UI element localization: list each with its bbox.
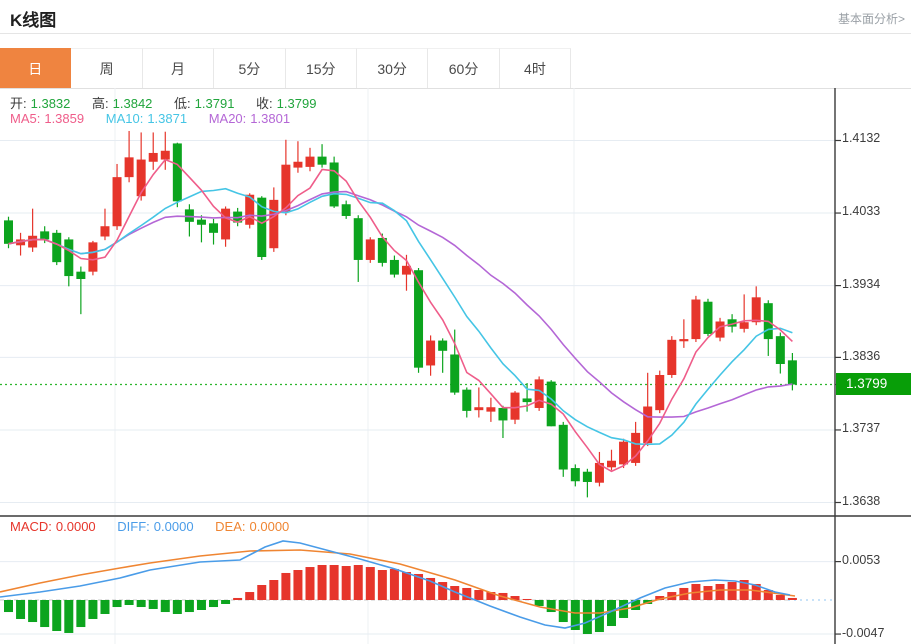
fundamental-analysis-link[interactable]: 基本面分析> <box>837 12 905 26</box>
yaxis-label-4: 1.3836 <box>842 349 881 363</box>
high-value: 1.3842 <box>112 96 153 111</box>
dea-label: DEA: <box>215 519 246 534</box>
ohlc-readout: 开: 1.3832 高: 1.3842 低: 1.3791 收: 1.3799 <box>10 93 320 112</box>
low-label: 低: <box>174 96 191 111</box>
diff-value: 0.0000 <box>153 519 194 534</box>
yaxis-label-1: 1.4132 <box>842 131 881 145</box>
macd-readout: MACD: 0.0000 DIFF: 0.0000 DEA: 0.0000 <box>10 519 293 534</box>
macd-axis-label-max: 0.0053 <box>842 553 881 567</box>
open-value: 1.3832 <box>30 96 71 111</box>
ma10-label: MA10: <box>105 111 144 126</box>
tab-60min[interactable]: 60分 <box>428 48 500 88</box>
ma5-label: MA5: <box>10 111 41 126</box>
page-title: K线图 <box>10 11 57 30</box>
ma20-value: 1.3801 <box>250 111 291 126</box>
tab-15min[interactable]: 15分 <box>285 48 357 88</box>
timeframe-tabbar: 日 周 月 5分 15分 30分 60分 4时 <box>0 48 911 89</box>
tab-week[interactable]: 周 <box>71 48 143 88</box>
yaxis-label-2: 1.4033 <box>842 204 881 218</box>
tab-month[interactable]: 月 <box>142 48 215 88</box>
tab-4hour[interactable]: 4时 <box>499 48 572 88</box>
yaxis-label-3: 1.3934 <box>842 277 881 291</box>
ma5-value: 1.3859 <box>44 111 85 126</box>
yaxis-label-6: 1.3638 <box>842 494 881 508</box>
current-price-badge: 1.3799 <box>836 373 911 395</box>
ma-readout: MA5: 1.3859 MA10: 1.3871 MA20: 1.3801 <box>10 111 294 126</box>
high-label: 高: <box>92 96 109 111</box>
open-label: 开: <box>10 96 27 111</box>
close-label: 收: <box>256 96 273 111</box>
close-value: 1.3799 <box>276 96 317 111</box>
dea-value: 0.0000 <box>249 519 290 534</box>
macd-axis-label-min: -0.0047 <box>842 626 885 640</box>
ma10-value: 1.3871 <box>147 111 188 126</box>
macd-label: MACD: <box>10 519 52 534</box>
macd-value: 0.0000 <box>55 519 96 534</box>
tab-30min[interactable]: 30分 <box>356 48 429 88</box>
page-header: K线图 基本面分析> <box>0 0 911 34</box>
ma20-label: MA20: <box>208 111 247 126</box>
yaxis-label-5: 1.3737 <box>842 421 881 435</box>
diff-label: DIFF: <box>117 519 150 534</box>
tab-5min[interactable]: 5分 <box>214 48 286 88</box>
tab-day[interactable]: 日 <box>0 48 72 88</box>
low-value: 1.3791 <box>194 96 235 111</box>
